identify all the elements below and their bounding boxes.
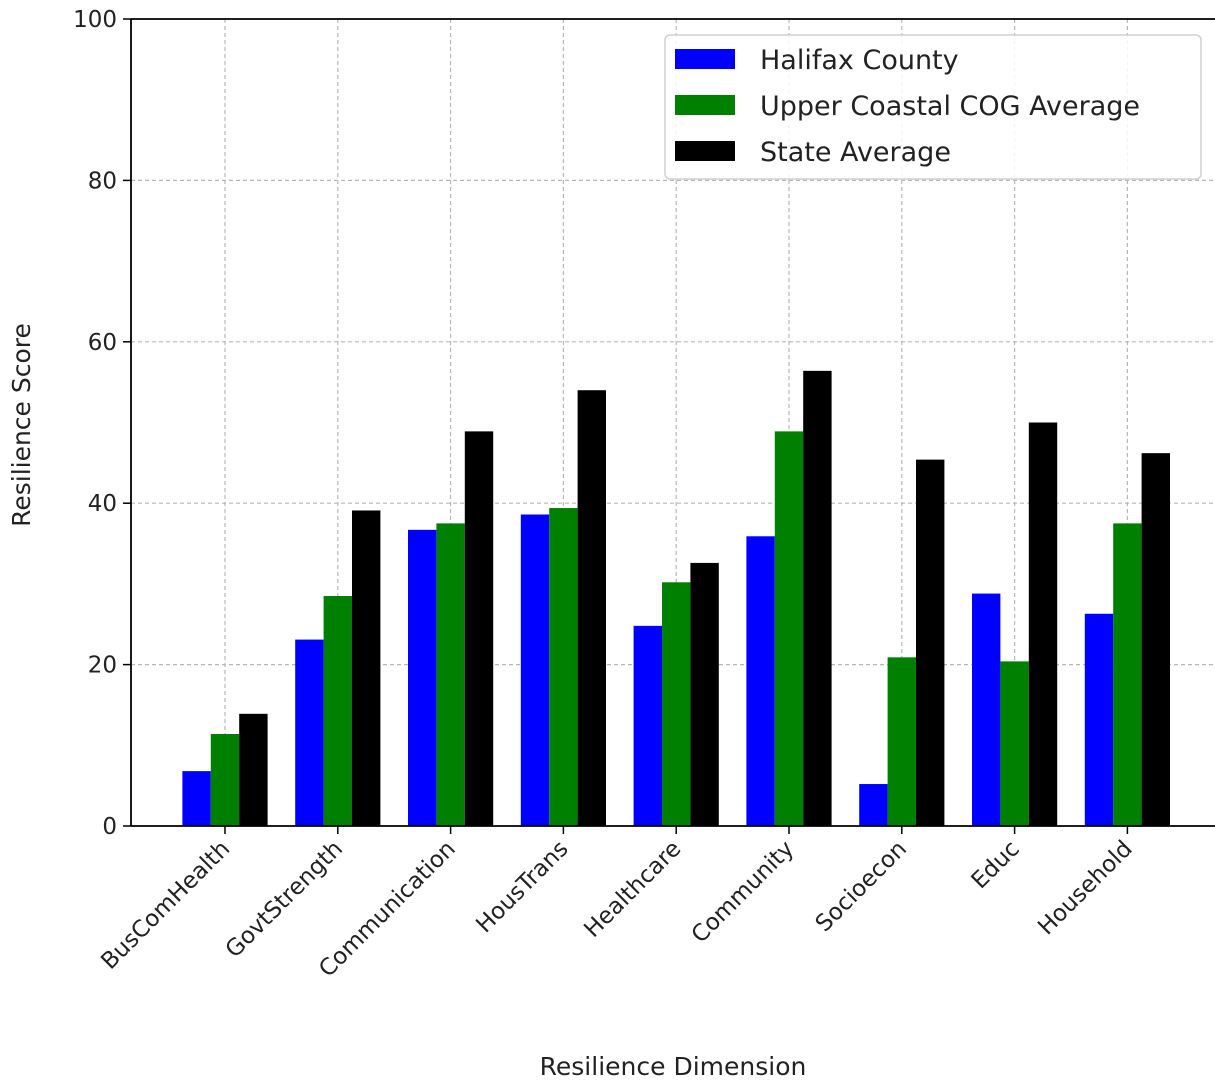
x-tick-label: Educ — [967, 836, 1025, 894]
legend-swatch — [675, 95, 735, 115]
x-tick-label: Socioecon — [811, 836, 912, 937]
bar-community-series-2 — [774, 431, 804, 826]
legend-box — [664, 34, 1202, 180]
bar-socioecon-series-2 — [887, 657, 916, 826]
bar-socioecon-series-1 — [859, 784, 888, 826]
legend-label: Upper Coastal COG Average — [760, 91, 1140, 122]
bar-communication-series-3 — [464, 431, 494, 826]
bar-communication-series-1 — [408, 529, 437, 826]
x-tick-label: GovtStrength — [221, 836, 348, 963]
bar-healthcare-series-3 — [690, 562, 719, 826]
x-tick-label: HousTrans — [471, 836, 573, 938]
legend: Halifax County Upper Coastal COG Average S… — [664, 34, 1202, 180]
bar-healthcare-series-1 — [633, 625, 662, 826]
bar-household-series-2 — [1113, 523, 1142, 826]
bar-buscomhealth-series-3 — [239, 713, 268, 826]
y-tick-label: 100 — [73, 7, 117, 33]
x-tick-label: Community — [687, 836, 800, 949]
bar-houstrans-series-3 — [577, 390, 606, 826]
y-tick-label: 80 — [88, 168, 117, 194]
bar-buscomhealth-series-1 — [182, 771, 211, 826]
bar-household-series-3 — [1141, 453, 1170, 826]
bar-healthcare-series-2 — [662, 582, 691, 826]
x-axis-label: Resilience Dimension — [540, 1052, 807, 1081]
bar-houstrans-series-2 — [549, 508, 578, 826]
y-tick-label: 20 — [88, 653, 117, 679]
legend-swatch — [675, 49, 735, 69]
bar-houstrans-series-1 — [520, 514, 550, 826]
bar-govtstrength-series-1 — [295, 639, 324, 826]
bar-community-series-1 — [746, 536, 775, 826]
legend-swatch — [675, 141, 735, 161]
bar-educ-series-2 — [1000, 661, 1029, 826]
bar-educ-series-1 — [972, 593, 1001, 826]
y-tick-label: 60 — [88, 330, 117, 356]
bar-community-series-3 — [803, 370, 832, 826]
bar-govtstrength-series-2 — [323, 596, 352, 826]
bar-household-series-1 — [1084, 613, 1114, 826]
legend-label: Halifax County — [760, 45, 959, 76]
legend-label: State Average — [760, 137, 951, 168]
bar-buscomhealth-series-2 — [210, 734, 240, 826]
bar-communication-series-2 — [436, 523, 465, 826]
x-tick-label: BusComHealth — [96, 836, 235, 975]
bar-educ-series-3 — [1028, 422, 1058, 826]
x-tick-label: Healthcare — [579, 836, 686, 943]
axes — [123, 18, 1215, 834]
bar-govtstrength-series-3 — [352, 510, 381, 826]
y-tick-label: 0 — [102, 814, 117, 840]
bars — [182, 370, 1170, 826]
y-axis-label: Resilience Score — [7, 323, 36, 527]
bar-socioecon-series-3 — [916, 459, 945, 826]
x-tick-label: Household — [1033, 836, 1137, 940]
y-tick-label: 40 — [88, 491, 117, 517]
